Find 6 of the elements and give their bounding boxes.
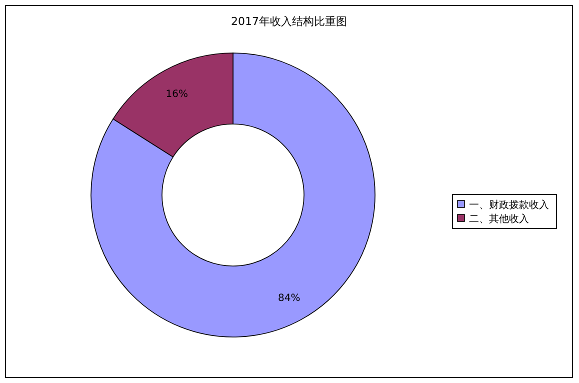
data-label: 16% bbox=[166, 88, 188, 100]
legend-label: 一、财政拨款收入 bbox=[469, 199, 549, 211]
data-label: 84% bbox=[278, 293, 300, 304]
chart-title: 2017年收入结构比重图 bbox=[231, 15, 347, 28]
donut-slice bbox=[90, 52, 376, 338]
legend-label: 二、其他收入 bbox=[469, 213, 529, 225]
